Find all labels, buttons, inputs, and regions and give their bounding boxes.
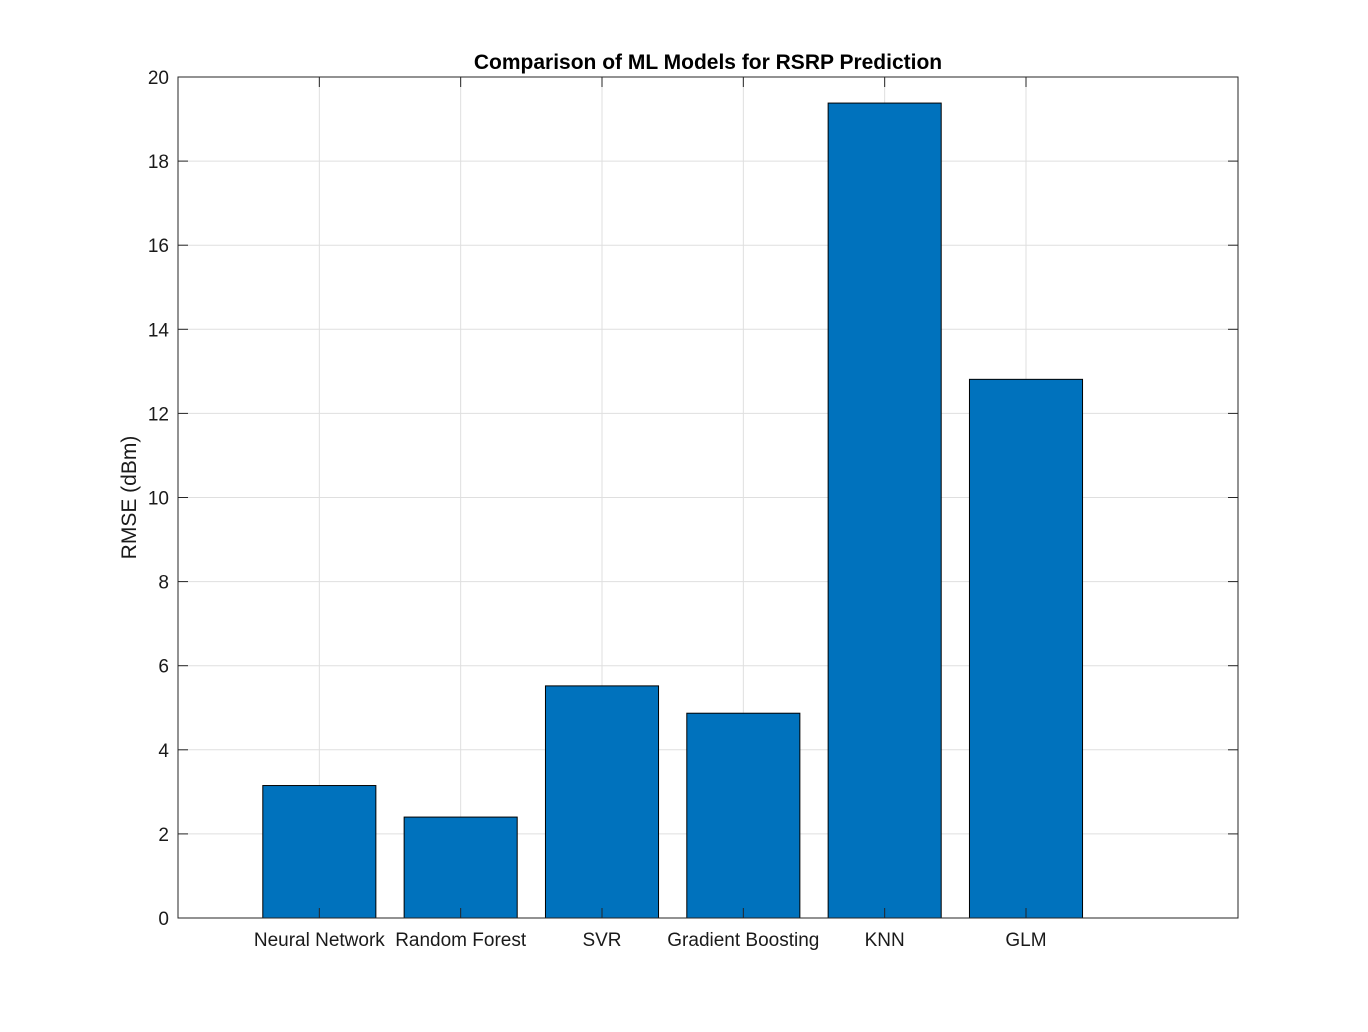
bar-random-forest	[403, 816, 518, 919]
x-tick-label: KNN	[865, 930, 905, 951]
y-tick-label: 10	[148, 489, 169, 510]
y-tick-labels: 0 2 4 6 8 10 12 14 16 18 20	[148, 68, 170, 930]
x-tick-label: Gradient Boosting	[667, 930, 819, 951]
chart-title: Comparison of ML Models for RSRP Predict…	[474, 51, 942, 74]
bars	[262, 102, 1084, 919]
y-tick-label: 12	[148, 404, 169, 425]
y-tick-label: 4	[158, 741, 169, 762]
x-tick-label: SVR	[582, 930, 621, 951]
y-tick-label: 18	[148, 152, 169, 173]
y-tick-label: 2	[158, 825, 169, 846]
y-tick-label: 6	[158, 657, 169, 678]
x-tick-label: GLM	[1005, 930, 1046, 951]
y-tick-label: 14	[148, 320, 170, 341]
y-tick-label: 0	[158, 909, 169, 930]
bar-svr	[544, 685, 660, 919]
bar-gradient-boosting	[686, 712, 801, 919]
bar-knn	[827, 102, 942, 919]
y-axis-title: RMSE (dBm)	[118, 436, 141, 560]
x-tick-label: Neural Network	[254, 930, 385, 951]
y-tick-label: 8	[158, 573, 169, 594]
x-tick-label: Random Forest	[395, 930, 527, 951]
axis-ticks	[178, 76, 1238, 919]
y-tick-label: 16	[148, 236, 169, 257]
x-tick-labels: Neural Network Random Forest SVR Gradient B…	[254, 930, 1047, 951]
y-tick-label: 20	[148, 68, 169, 89]
bar-neural-network	[262, 785, 377, 919]
bar-glm	[968, 378, 1084, 919]
